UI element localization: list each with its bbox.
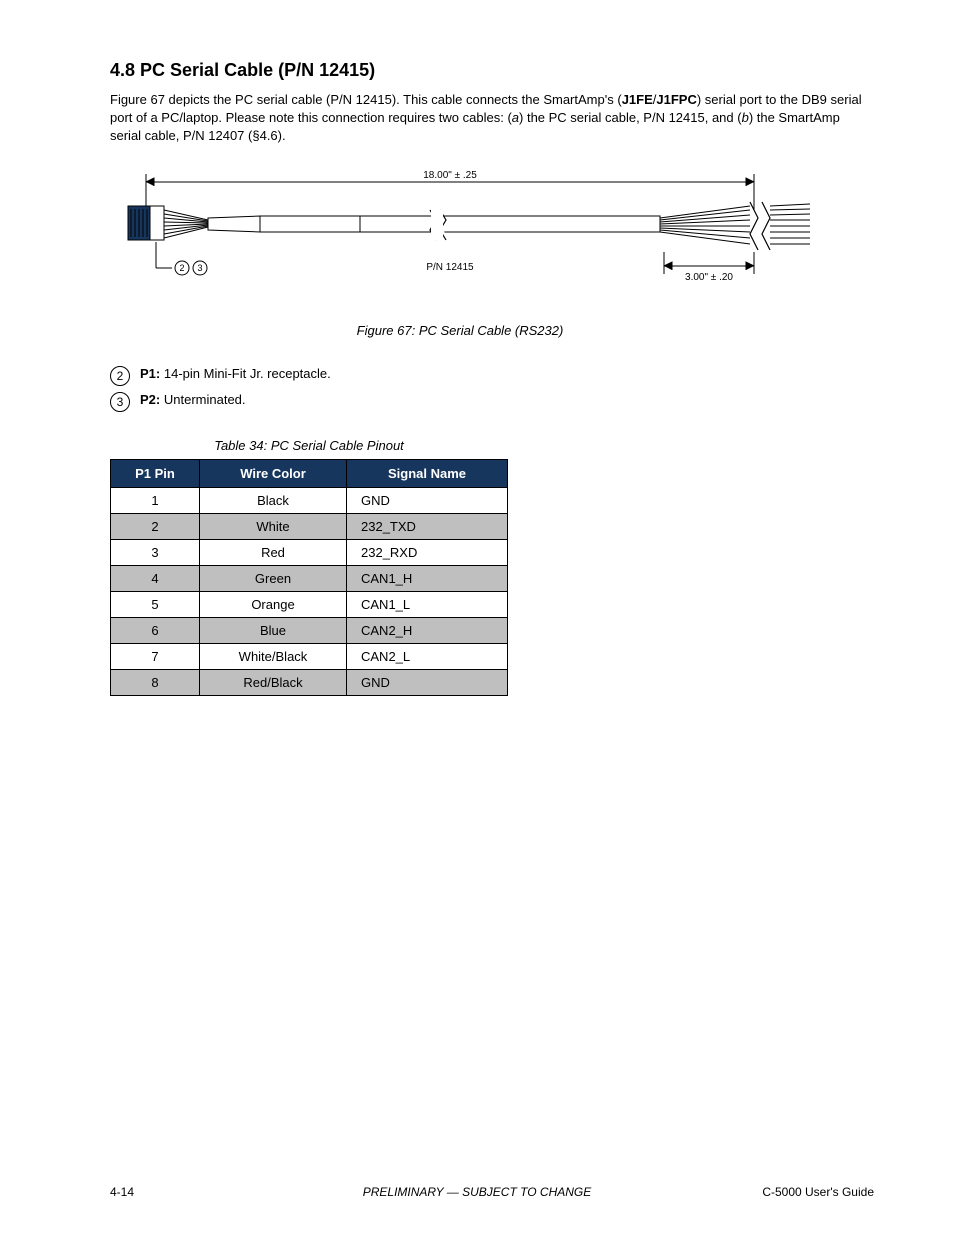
table-header-row: P1 Pin Wire Color Signal Name bbox=[111, 459, 508, 487]
table-row: 1BlackGND bbox=[111, 487, 508, 513]
table-row: 6BlueCAN2_H bbox=[111, 617, 508, 643]
table-row: 8Red/BlackGND bbox=[111, 669, 508, 695]
connector-p1 bbox=[128, 206, 164, 240]
intro-paragraph: Figure 67 depicts the PC serial cable (P… bbox=[110, 91, 874, 146]
callout-3-icon: 3 bbox=[193, 261, 207, 275]
cell-color: White bbox=[200, 513, 347, 539]
table-row: 5OrangeCAN1_L bbox=[111, 591, 508, 617]
cell-pin: 8 bbox=[111, 669, 200, 695]
cell-pin: 4 bbox=[111, 565, 200, 591]
table-title: Table 34: PC Serial Cable Pinout bbox=[110, 438, 508, 453]
pn-label: P/N 12415 bbox=[426, 262, 474, 273]
cell-color: Green bbox=[200, 565, 347, 591]
note-2-label: P1: bbox=[140, 366, 160, 381]
cell-signal: 232_TXD bbox=[347, 513, 508, 539]
figure: 18.00" ± .25 bbox=[110, 160, 810, 305]
cell-signal: CAN1_L bbox=[347, 591, 508, 617]
table-row: 2White232_TXD bbox=[111, 513, 508, 539]
cell-signal: GND bbox=[347, 669, 508, 695]
p2-after-pn: ) the PC serial cable, P/N 12415, and ( bbox=[519, 110, 742, 125]
cell-color: White/Black bbox=[200, 643, 347, 669]
cell-signal: 232_RXD bbox=[347, 539, 508, 565]
conn-j1fe: J1FE bbox=[622, 92, 653, 107]
note-3-text: Unterminated. bbox=[164, 392, 246, 407]
figure-caption: Figure 67: PC Serial Cable (RS232) bbox=[110, 323, 810, 338]
cell-pin: 3 bbox=[111, 539, 200, 565]
cell-color: Orange bbox=[200, 591, 347, 617]
col-sig: Signal Name bbox=[347, 459, 508, 487]
section-title: 4.8 PC Serial Cable (P/N 12415) bbox=[110, 60, 874, 81]
pinout-table: P1 Pin Wire Color Signal Name 1BlackGND2… bbox=[110, 459, 508, 696]
cell-signal: GND bbox=[347, 487, 508, 513]
note-3-icon: 3 bbox=[110, 392, 130, 412]
cell-color: Black bbox=[200, 487, 347, 513]
svg-text:2: 2 bbox=[179, 263, 184, 273]
cable-diagram: 18.00" ± .25 bbox=[110, 160, 810, 300]
ref-b: b bbox=[742, 110, 749, 125]
page: 4.8 PC Serial Cable (P/N 12415) Figure 6… bbox=[0, 0, 954, 1235]
cell-pin: 5 bbox=[111, 591, 200, 617]
footer-doc-title: C-5000 User's Guide bbox=[762, 1185, 874, 1199]
ref-a: a bbox=[512, 110, 519, 125]
col-color: Wire Color bbox=[200, 459, 347, 487]
dim-tail: 3.00" ± .20 bbox=[685, 272, 733, 283]
footer-page-number: 4-14 bbox=[110, 1185, 134, 1199]
svg-text:3: 3 bbox=[197, 263, 202, 273]
cell-signal: CAN2_L bbox=[347, 643, 508, 669]
cell-color: Red/Black bbox=[200, 669, 347, 695]
cell-color: Blue bbox=[200, 617, 347, 643]
dim-overall: 18.00" ± .25 bbox=[423, 170, 477, 181]
table-row: 7White/BlackCAN2_L bbox=[111, 643, 508, 669]
table-row: 3Red232_RXD bbox=[111, 539, 508, 565]
p1-text: Figure 67 depicts the PC serial cable (P… bbox=[110, 92, 614, 107]
note-3-label: P2: bbox=[140, 392, 160, 407]
note-2-icon: 2 bbox=[110, 366, 130, 386]
note-2: 2 P1: 14-pin Mini-Fit Jr. receptacle. bbox=[110, 366, 874, 386]
cell-pin: 2 bbox=[111, 513, 200, 539]
note-3: 3 P2: Unterminated. bbox=[110, 392, 874, 412]
page-footer: 4-14 PRELIMINARY — SUBJECT TO CHANGE C-5… bbox=[0, 1185, 954, 1199]
conn-j1fpc: J1FPC bbox=[656, 92, 696, 107]
cell-pin: 6 bbox=[111, 617, 200, 643]
col-pin: P1 Pin bbox=[111, 459, 200, 487]
cell-signal: CAN1_H bbox=[347, 565, 508, 591]
table-row: 4GreenCAN1_H bbox=[111, 565, 508, 591]
note-2-text: 14-pin Mini-Fit Jr. receptacle. bbox=[164, 366, 331, 381]
cell-pin: 1 bbox=[111, 487, 200, 513]
cell-color: Red bbox=[200, 539, 347, 565]
cell-signal: CAN2_H bbox=[347, 617, 508, 643]
cell-pin: 7 bbox=[111, 643, 200, 669]
callout-2-icon: 2 bbox=[175, 261, 189, 275]
